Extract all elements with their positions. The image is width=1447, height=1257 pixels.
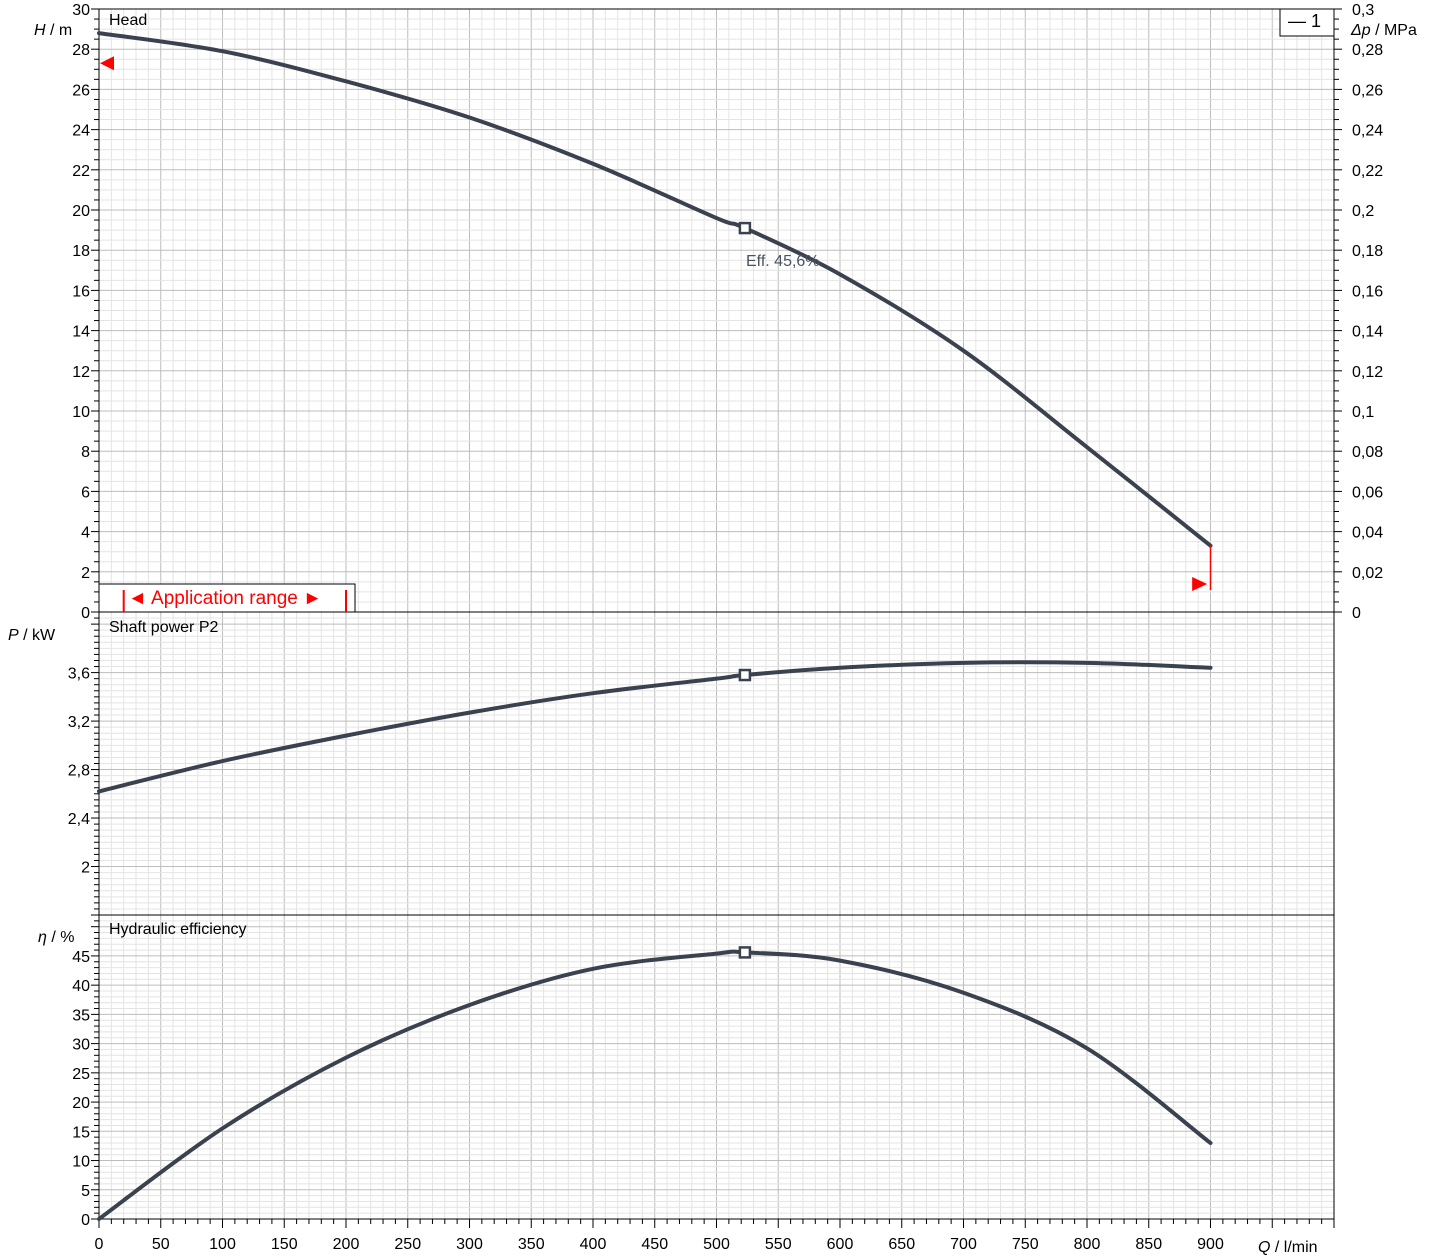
x-tick-label: 500 (703, 1236, 730, 1253)
range-marker-right-icon (1192, 577, 1208, 591)
x-tick-label: 50 (152, 1236, 170, 1253)
tick-layer (91, 8, 1342, 1228)
panel-title-efficiency: Hydraulic efficiency (109, 921, 247, 938)
y-tick-label: 3,2 (68, 714, 90, 731)
y2-tick-label: 0,06 (1352, 484, 1383, 501)
x-tick-label: 750 (1012, 1236, 1039, 1253)
y-tick-label: 14 (72, 324, 90, 341)
y-tick-label: 2,4 (68, 811, 90, 828)
x-tick-label: 400 (580, 1236, 607, 1253)
y2-tick-label: 0,2 (1352, 203, 1374, 220)
y2-tick-label: 0,16 (1352, 283, 1383, 300)
y2-tick-label: 0,12 (1352, 364, 1383, 381)
duty-point-annotation: Eff. 45,6% (746, 253, 820, 270)
y-tick-label: 22 (72, 163, 90, 180)
y2-tick-label: 0,28 (1352, 42, 1383, 59)
duty-point-marker (738, 668, 752, 682)
y-tick-label: 3,6 (68, 666, 90, 683)
y2-tick-label: 0,08 (1352, 444, 1383, 461)
y2-tick-label: 0,18 (1352, 243, 1383, 260)
y-tick-label: 4 (81, 525, 90, 542)
duty-point-marker (738, 946, 752, 959)
x-tick-label: 900 (1197, 1236, 1224, 1253)
y-tick-label: 2 (81, 565, 90, 582)
y-axis-label-power: P / kW (8, 627, 56, 644)
x-tick-label: 250 (394, 1236, 421, 1253)
y-tick-label: 26 (72, 82, 90, 99)
y-tick-label: 16 (72, 283, 90, 300)
y-tick-label: 10 (72, 1154, 90, 1171)
series-line-shaft-power-p2 (97, 660, 1213, 794)
x-tick-label: 100 (209, 1236, 236, 1253)
x-tick-label: 450 (641, 1236, 668, 1253)
y-tick-label: 40 (72, 978, 90, 995)
y2-tick-label: 0,14 (1352, 324, 1383, 341)
y-tick-label: 18 (72, 243, 90, 260)
y-tick-label: 10 (72, 404, 90, 421)
y2-tick-label: 0,3 (1352, 2, 1374, 19)
text-layer: Head Shaft power P2 Hydraulic efficiency… (8, 2, 1417, 1256)
panel-title-head: Head (109, 12, 147, 29)
y-tick-label: 45 (72, 949, 90, 966)
y2-tick-label: 0,26 (1352, 82, 1383, 99)
x-tick-label: 650 (888, 1236, 915, 1253)
y2-tick-label: 0,22 (1352, 163, 1383, 180)
x-tick-label: 0 (95, 1236, 104, 1253)
y-tick-label: 20 (72, 203, 90, 220)
range-marker-left-icon (100, 56, 114, 71)
y-tick-label: 2 (81, 860, 90, 877)
x-tick-label: 300 (456, 1236, 483, 1253)
y-tick-label: 24 (72, 123, 90, 140)
x-tick-label: 850 (1135, 1236, 1162, 1253)
y-tick-label: 15 (72, 1124, 90, 1141)
x-tick-label: 200 (333, 1236, 360, 1253)
series-line-head (97, 31, 1213, 548)
y2-tick-label: 0,24 (1352, 123, 1383, 140)
y-tick-label: 30 (72, 1037, 90, 1054)
y-tick-label: 8 (81, 444, 90, 461)
y2-tick-label: 0,1 (1352, 404, 1374, 421)
panel-title-power: Shaft power P2 (109, 619, 219, 636)
application-range-label: ◄ Application range ► (128, 588, 322, 609)
y-tick-label: 28 (72, 42, 90, 59)
y-tick-label: 0 (81, 605, 90, 622)
legend-label: — 1 (1288, 11, 1321, 31)
y2-tick-label: 0,02 (1352, 565, 1383, 582)
x-tick-label: 800 (1074, 1236, 1101, 1253)
series-line-hydraulic-efficiency (97, 949, 1213, 1221)
x-axis-label: Q / l/min (1258, 1239, 1318, 1256)
x-tick-label: 550 (765, 1236, 792, 1253)
y-tick-label: 6 (81, 484, 90, 501)
y2-axis-label-head: Δp / MPa (1350, 22, 1417, 39)
y-tick-label: 20 (72, 1095, 90, 1112)
application-range-box (98, 583, 356, 613)
y2-tick-label: 0,04 (1352, 525, 1383, 542)
y-axis-label-efficiency: η / % (38, 929, 74, 946)
x-tick-label: 150 (271, 1236, 298, 1253)
y-tick-label: 35 (72, 1007, 90, 1024)
x-tick-label: 350 (518, 1236, 545, 1253)
x-tick-label: 600 (827, 1236, 854, 1253)
y-axis-label-head: H / m (34, 22, 72, 39)
y-tick-label: 25 (72, 1066, 90, 1083)
y-tick-label: 30 (72, 2, 90, 19)
y-tick-label: 2,8 (68, 763, 90, 780)
legend-box (1279, 8, 1335, 37)
y-tick-label: 0 (81, 1212, 90, 1229)
y-tick-label: 12 (72, 364, 90, 381)
x-tick-label: 700 (950, 1236, 977, 1253)
curve-layer (97, 31, 1213, 1221)
y-tick-label: 5 (81, 1183, 90, 1200)
grid-layer (98, 8, 1335, 1220)
y2-tick-label: 0 (1352, 605, 1361, 622)
duty-point-marker (738, 221, 752, 235)
